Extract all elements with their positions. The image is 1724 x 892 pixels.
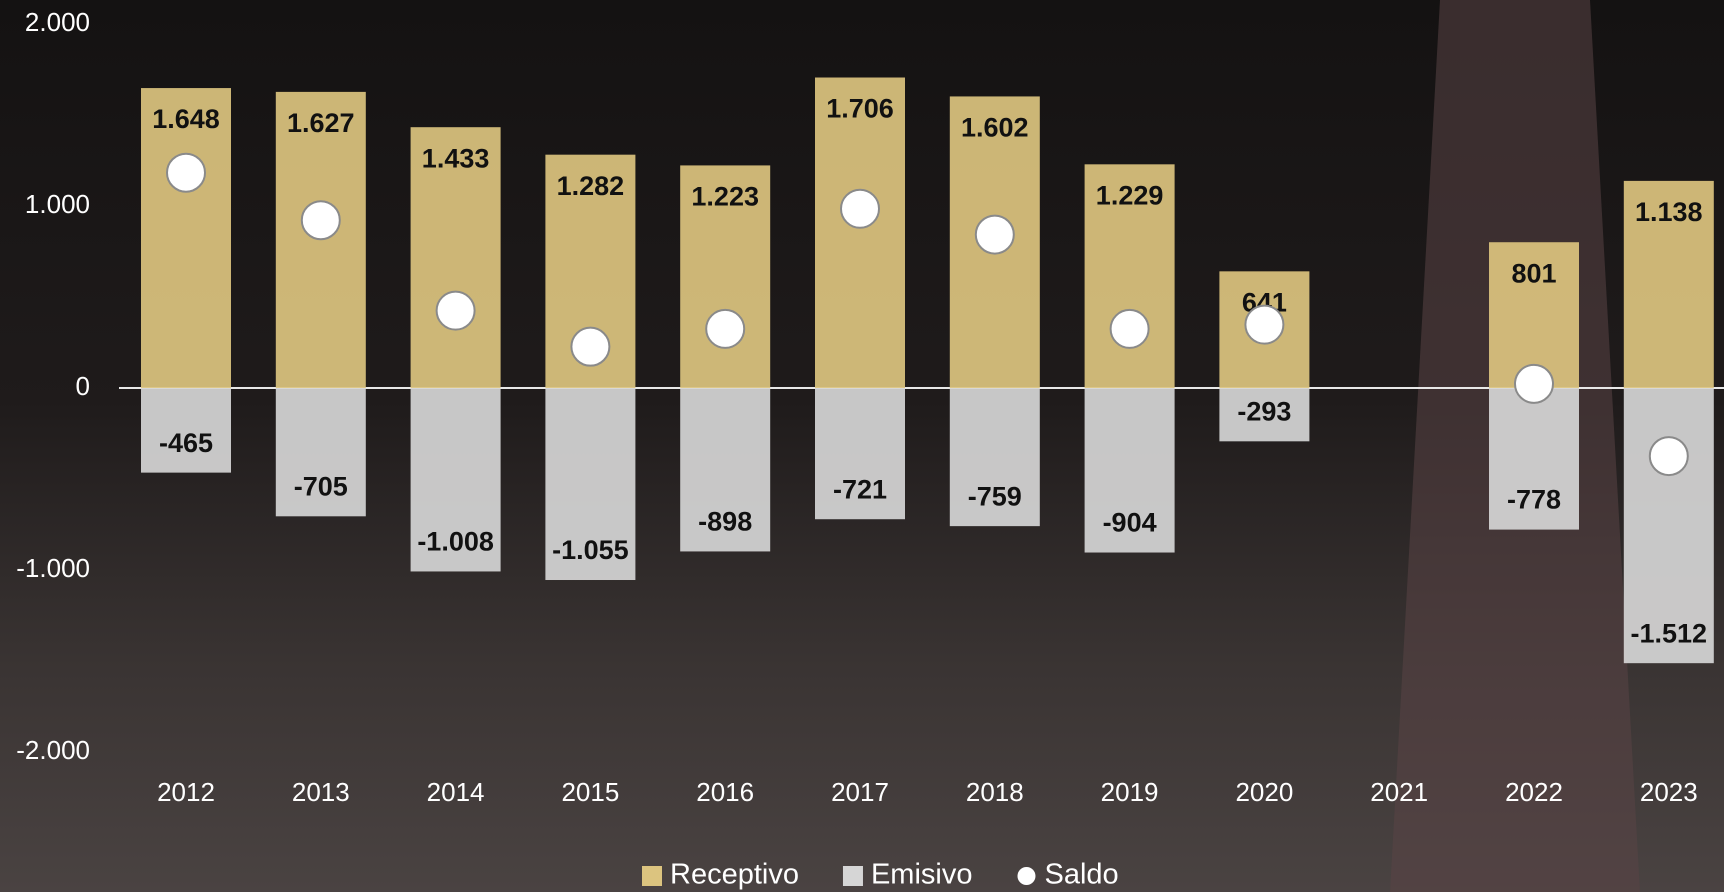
x-tick-label: 2015 [561, 777, 619, 807]
data-label: -705 [294, 471, 348, 501]
bar [815, 78, 905, 388]
data-label: 1.602 [961, 113, 1029, 143]
x-tick-label: 2016 [696, 777, 754, 807]
chart: 2.000 1.000 0 -1.000 -2.000 2012 2013 2014 2015 2… [0, 0, 1724, 892]
x-tick-label: 2012 [157, 777, 215, 807]
saldo-dot [302, 201, 340, 239]
data-label: 1.706 [826, 94, 894, 124]
legend-marker [1017, 867, 1035, 885]
x-tick-label: 2020 [1235, 777, 1293, 807]
data-label: 1.282 [557, 171, 625, 201]
saldo-dot [1111, 310, 1149, 348]
saldo-dot [976, 216, 1014, 254]
y-tick-label: -1.000 [16, 553, 90, 583]
legend-label: Emisivo [871, 859, 973, 891]
legend-marker [642, 866, 662, 886]
data-label: 1.223 [691, 182, 759, 212]
x-tick-label: 2013 [292, 777, 350, 807]
x-tick-label: 2023 [1640, 777, 1698, 807]
data-label: 1.229 [1096, 180, 1164, 210]
data-label: 1.433 [422, 143, 490, 173]
x-tick-label: 2019 [1101, 777, 1159, 807]
x-tick-label: 2018 [966, 777, 1024, 807]
x-tick-label: 2014 [427, 777, 485, 807]
legend: Receptivo Emisivo Saldo [642, 859, 1119, 891]
data-label: -1.008 [417, 527, 494, 557]
legend-label: Saldo [1044, 859, 1118, 891]
data-label: -898 [698, 507, 752, 537]
y-tick-label: 0 [76, 371, 90, 401]
saldo-dot [1515, 365, 1553, 403]
saldo-dot [1245, 306, 1283, 344]
x-tick-label: 2022 [1505, 777, 1563, 807]
data-label: 1.138 [1635, 197, 1703, 227]
data-label: -759 [968, 481, 1022, 511]
data-label: 1.648 [152, 104, 220, 134]
saldo-dot [706, 310, 744, 348]
saldo-dot [841, 190, 879, 228]
data-label: -1.512 [1631, 618, 1708, 648]
saldo-dot [571, 328, 609, 366]
data-label: -1.055 [552, 535, 629, 565]
data-label: -778 [1507, 485, 1561, 515]
data-label: -293 [1237, 396, 1291, 426]
legend-marker [843, 866, 863, 886]
data-label: -904 [1103, 508, 1157, 538]
data-label: -721 [833, 474, 887, 504]
data-label: 1.627 [287, 108, 355, 138]
y-tick-label: 1.000 [25, 189, 90, 219]
saldo-dot [1650, 437, 1688, 475]
x-tick-label: 2017 [831, 777, 889, 807]
y-tick-label: -2.000 [16, 735, 90, 765]
data-label: -465 [159, 428, 213, 458]
legend-label: Receptivo [670, 859, 799, 891]
saldo-dot [167, 154, 205, 192]
saldo-dot [437, 292, 475, 330]
data-label: 801 [1511, 258, 1556, 288]
y-tick-label: 2.000 [25, 7, 90, 37]
x-tick-label: 2021 [1370, 777, 1428, 807]
